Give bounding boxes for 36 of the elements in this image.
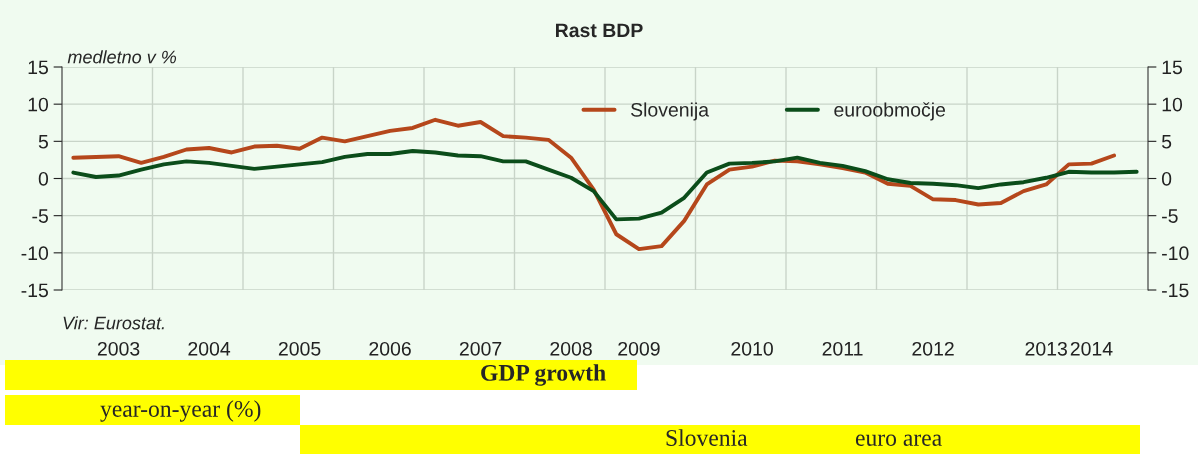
y-tick-label: 5 (38, 135, 48, 149)
x-tick-label: 2014 (1070, 341, 1113, 356)
y2-tick-label: 15 (1162, 60, 1183, 75)
y-tick-label: 15 (28, 60, 48, 75)
y2-tick-label: 10 (1162, 97, 1183, 112)
legend-label: Slovenija (631, 102, 710, 121)
y2-tick-label: 5 (1161, 135, 1172, 149)
x-tick-label: 2007 (459, 341, 502, 356)
text: Slovenia (666, 429, 748, 446)
x-tick-label: 2006 (369, 341, 411, 356)
text: year-on-year (%) (100, 400, 261, 422)
text: Vir: Eurostat. (63, 316, 164, 330)
y-tick-label: -5 (32, 209, 48, 223)
y-tick-label: 0 (38, 171, 49, 186)
x-tick-label: 2004 (188, 341, 231, 356)
y-tick-label: -15 (21, 283, 48, 298)
y-axis-title: medletno v % (67, 50, 177, 64)
text: GDP growth (481, 364, 606, 386)
x-tick-label: 2010 (731, 341, 773, 356)
y2-tick-label: -10 (1162, 246, 1189, 261)
text: euro area (855, 434, 942, 446)
x-tick-label: 2011 (822, 341, 863, 356)
y-tick-label: -10 (21, 246, 49, 261)
x-tick-label: 2003 (97, 341, 140, 356)
x-tick-label: 2008 (550, 341, 592, 356)
line-series (71, 149, 1139, 222)
chart-title: Rast BDP (556, 23, 643, 38)
legend-label: euroobmočje (834, 102, 946, 121)
y2-tick-label: -15 (1162, 283, 1189, 298)
x-tick-label: 2013 (1025, 341, 1067, 356)
x-tick-label: 2012 (912, 341, 954, 356)
y2-tick-label: -5 (1162, 209, 1178, 223)
x-tick-label: 2009 (618, 341, 660, 356)
x-tick-label: 2005 (278, 341, 321, 356)
y-tick-label: 10 (28, 97, 49, 112)
y2-tick-label: 0 (1161, 171, 1172, 186)
